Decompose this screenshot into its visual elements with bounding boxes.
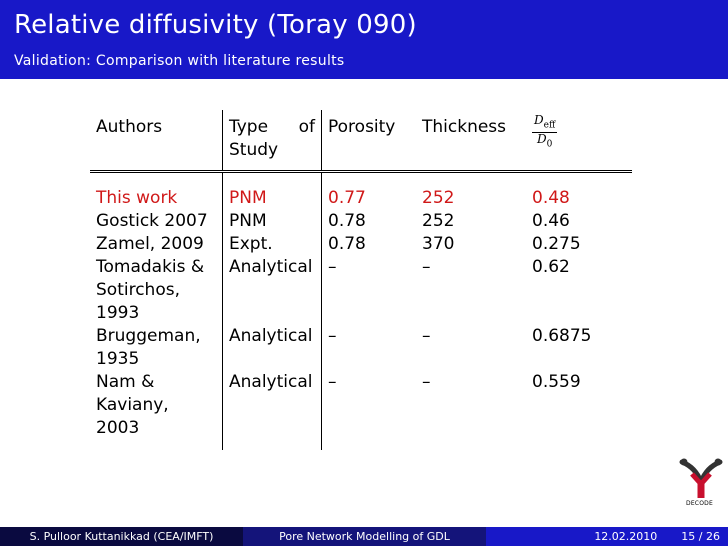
table-row: Tomadakis & Sotirchos, 1993 Analytical –… — [90, 256, 632, 325]
cell-thickness: – — [422, 372, 431, 392]
cell-type: PNM — [222, 210, 322, 233]
slide-subtitle: Validation: Comparison with literature r… — [14, 53, 345, 69]
cell-thickness: – — [422, 257, 431, 277]
header-type-of-study: Type of Study — [222, 110, 322, 172]
cell-authors: This work — [90, 171, 223, 210]
cell-thickness: – — [422, 326, 431, 346]
cell-porosity: – — [328, 257, 337, 277]
cell-deff: 0.6875 — [532, 326, 592, 346]
header-of-word: of — [298, 117, 315, 137]
header-porosity: Porosity — [328, 117, 396, 137]
cell-type: Analytical — [222, 325, 322, 371]
header-type-word: Type — [229, 117, 269, 137]
comparison-table: Authors Type of Study Porosity Thickness… — [90, 110, 632, 450]
cell-deff: 0.62 — [532, 257, 570, 277]
cell-thickness: 252 — [422, 188, 455, 208]
slide-title: Relative diffusivity (Toray 090) — [14, 10, 417, 40]
header-deff-ratio: Deff D0 — [526, 110, 632, 172]
table-row: Bruggeman, 1935 Analytical – – 0.6875 — [90, 325, 632, 371]
deff-fraction: Deff D0 — [532, 113, 558, 150]
cell-authors: Tomadakis & Sotirchos, 1993 — [90, 256, 223, 325]
slide-footer: S. Pulloor Kuttanikkad (CEA/IMFT) Pore N… — [0, 527, 728, 546]
cell-type: Analytical — [222, 256, 322, 325]
cell-type: Expt. — [222, 233, 322, 256]
slide-header: Relative diffusivity (Toray 090) Validat… — [0, 0, 728, 79]
cell-porosity: – — [328, 326, 337, 346]
table-header-row: Authors Type of Study Porosity Thickness… — [90, 110, 632, 172]
table-row: Gostick 2007 PNM 0.78 252 0.46 — [90, 210, 632, 233]
table-row: Nam & Kaviany, 2003 Analytical – – 0.559 — [90, 371, 632, 450]
cell-authors: Zamel, 2009 — [90, 233, 223, 256]
cell-porosity: 0.78 — [328, 211, 366, 231]
footer-info: 12.02.2010 15 / 26 — [486, 527, 728, 546]
cell-authors: Gostick 2007 — [90, 210, 223, 233]
footer-author: S. Pulloor Kuttanikkad (CEA/IMFT) — [0, 527, 243, 546]
cell-deff: 0.48 — [532, 188, 570, 208]
footer-date: 12.02.2010 — [594, 530, 658, 543]
footer-talk-title: Pore Network Modelling of GDL — [243, 527, 486, 546]
cell-type: Analytical — [222, 371, 322, 450]
logo-text: DECODE — [686, 500, 713, 507]
footer-page-number: 15 / 26 — [681, 530, 720, 543]
decode-logo-icon — [679, 458, 723, 498]
cell-porosity: 0.77 — [328, 188, 366, 208]
header-thickness: Thickness — [422, 117, 507, 137]
cell-thickness: 370 — [422, 234, 455, 254]
header-authors: Authors — [90, 110, 223, 172]
cell-type: PNM — [222, 171, 322, 210]
cell-authors: Bruggeman, 1935 — [90, 325, 223, 371]
cell-deff: 0.275 — [532, 234, 581, 254]
table-row: This work PNM 0.77 252 0.48 — [90, 171, 632, 210]
cell-porosity: – — [328, 372, 337, 392]
header-study-word: Study — [229, 140, 279, 160]
cell-authors: Nam & Kaviany, 2003 — [90, 371, 223, 450]
cell-porosity: 0.78 — [328, 234, 366, 254]
cell-deff: 0.46 — [532, 211, 570, 231]
cell-deff: 0.559 — [532, 372, 581, 392]
table-row: Zamel, 2009 Expt. 0.78 370 0.275 — [90, 233, 632, 256]
cell-thickness: 252 — [422, 211, 455, 231]
